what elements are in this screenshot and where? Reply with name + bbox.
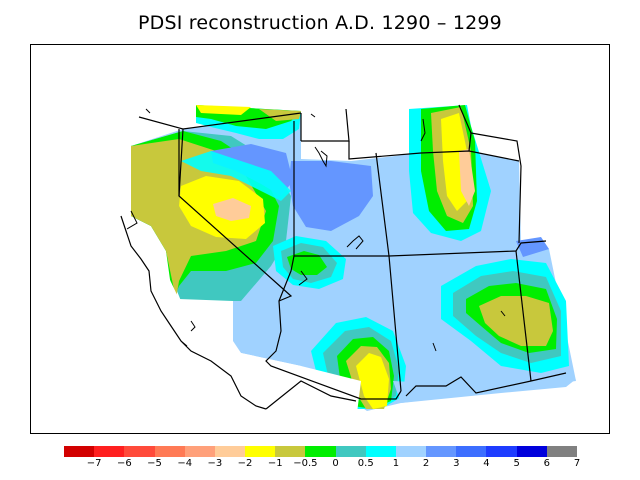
- legend-tick-label: 5: [513, 458, 520, 469]
- legend-tick-label: 7: [573, 458, 581, 469]
- pdsi-map: [120, 104, 576, 421]
- water-features: [126, 108, 506, 352]
- legend-tick-label: −3: [207, 458, 223, 469]
- legend-swatch: [245, 446, 276, 457]
- legend-tick-label: −1: [267, 458, 283, 469]
- field-southeast-arm: [393, 373, 576, 403]
- legend-swatch: [516, 446, 547, 457]
- map-panel: [30, 44, 610, 434]
- legend-tick-label: −2: [237, 458, 253, 469]
- legend-swatch: [154, 446, 185, 457]
- field-nodata-southwest: [121, 239, 361, 421]
- legend-tick-label: 4: [483, 458, 490, 469]
- legend-tick-label: 6: [543, 458, 550, 469]
- legend-swatch: [395, 446, 427, 457]
- legend-tick-label: 1: [392, 458, 400, 469]
- legend: −7 −6 −5 −4 −3 −2 −1 −0.5 0 0.5 1 2 3 4 5 6 7: [0, 446, 640, 480]
- legend-swatch: [546, 446, 577, 457]
- legend-swatch: [456, 446, 487, 457]
- field-basin-dry: [273, 236, 346, 289]
- field-northeast-dry: [409, 105, 491, 241]
- legend-tick-label: −7: [86, 458, 102, 469]
- legend-swatch: [305, 446, 336, 457]
- legend-tick-label: −4: [177, 458, 193, 469]
- legend-tick-labels: −7 −6 −5 −4 −3 −2 −1 −0.5 0 0.5 1 2 3 4 5 6 7: [0, 458, 640, 474]
- legend-tick-label: 2: [422, 458, 430, 469]
- legend-swatch: [335, 446, 366, 457]
- legend-tick-label: 0: [332, 458, 339, 469]
- legend-colorbar: [64, 446, 577, 457]
- state-boundaries: [120, 104, 567, 410]
- legend-tick-label: 3: [453, 458, 460, 469]
- legend-swatch: [94, 446, 125, 457]
- legend-tick-label: −5: [147, 458, 162, 469]
- legend-swatch: [486, 446, 517, 457]
- legend-tick-label: −0.5: [293, 458, 318, 469]
- map-title: PDSI reconstruction A.D. 1290 – 1299: [138, 12, 502, 34]
- legend-swatch: [64, 446, 95, 457]
- legend-swatch: [426, 446, 457, 457]
- field-central-wet: [181, 144, 373, 231]
- legend-tick-label: −6: [116, 458, 132, 469]
- legend-swatch: [365, 446, 396, 457]
- field-north-cap: [196, 105, 301, 139]
- legend-tick-label: 0.5: [357, 458, 374, 469]
- legend-swatch: [184, 446, 215, 457]
- legend-swatch: [124, 446, 155, 457]
- legend-swatch: [214, 446, 246, 457]
- legend-swatch: [275, 446, 306, 457]
